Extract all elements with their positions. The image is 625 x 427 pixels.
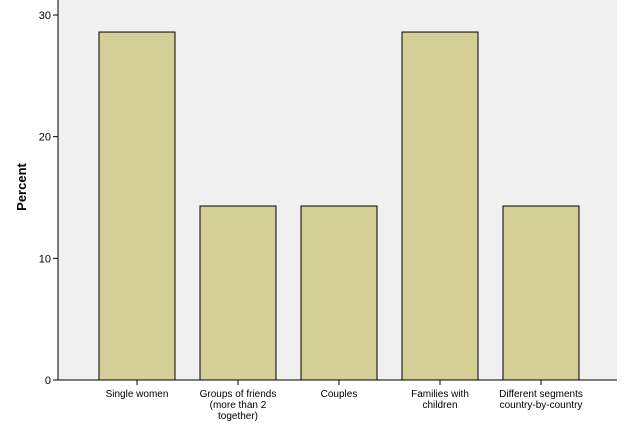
y-tick-label: 10: [39, 253, 51, 265]
bars-group: [98, 31, 580, 381]
bar: [401, 31, 479, 381]
bar: [502, 205, 580, 381]
y-tick-label: 20: [39, 132, 51, 144]
x-category-label: Different segments: [499, 389, 583, 400]
bar: [199, 205, 277, 381]
y-tick-label: 0: [45, 375, 51, 387]
x-category-label: together): [218, 411, 258, 422]
bar: [300, 205, 378, 381]
x-category-label: children: [422, 400, 457, 411]
bar: [98, 31, 176, 381]
x-category-label: (more than 2: [210, 400, 267, 411]
x-category-label: Families with: [411, 389, 469, 400]
x-category-label: country-by-country: [500, 400, 583, 411]
x-category-label: Single women: [106, 389, 169, 400]
x-category-label: Couples: [321, 389, 358, 400]
y-tick-label: 30: [39, 10, 51, 22]
y-ticks-group: 0 10 20 30: [39, 10, 58, 387]
y-axis-label: Percent: [14, 162, 29, 210]
x-labels-group: Single women Groups of friends(more than …: [106, 380, 583, 422]
x-category-label: Groups of friends: [200, 389, 277, 400]
